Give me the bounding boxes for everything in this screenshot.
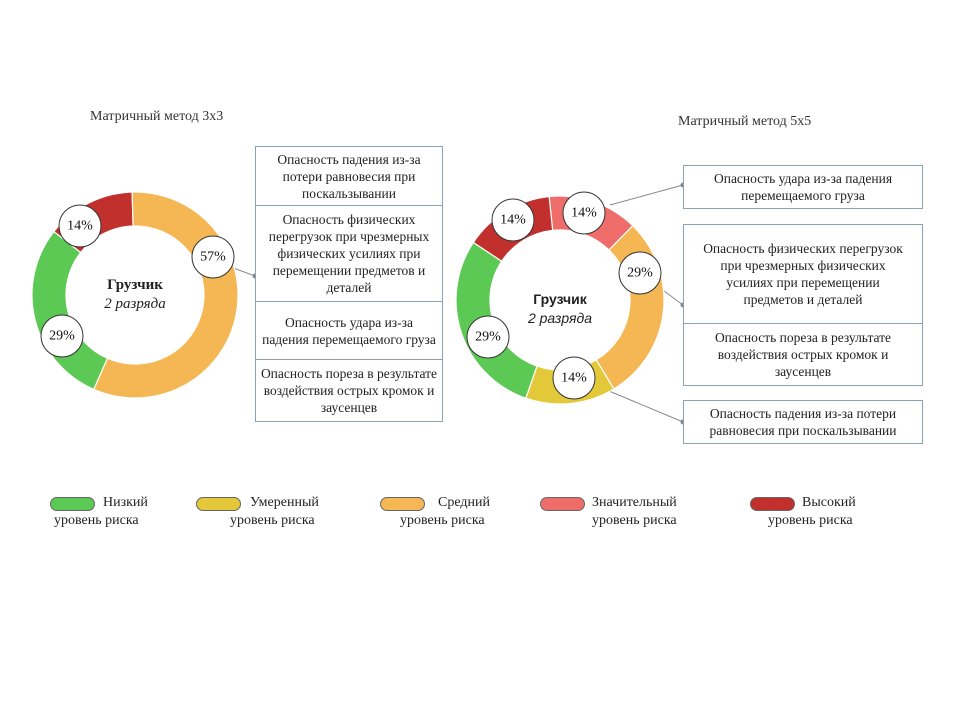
legend-item-moderate: Умеренный уровень риска xyxy=(196,495,366,535)
right-pct-low: 29% xyxy=(475,330,501,345)
left-pct-high: 14% xyxy=(67,219,93,234)
right-bubble-low xyxy=(466,315,510,359)
left-center-title: Грузчик xyxy=(107,277,163,293)
legend-item-high: Высокий уровень риска xyxy=(750,495,920,535)
legend-item-medium: Средний уровень риска xyxy=(380,495,550,535)
left-center-subtitle: 2 разряда xyxy=(104,296,166,312)
legend-label-moderate: Умеренный xyxy=(250,495,319,510)
left-hazard-4: Опасность пореза в результате воздействи… xyxy=(256,359,442,421)
left-bubble-low xyxy=(40,314,84,358)
left-center-label: Грузчик 2 разряда xyxy=(85,276,185,314)
legend-swatch-moderate xyxy=(196,497,241,511)
legend-item-low: Низкий уровень риска xyxy=(50,495,220,535)
left-chart-title: Матричный метод 3х3 xyxy=(90,109,224,124)
right-hazard-box-middle: Опасность физических перегрузок при чрез… xyxy=(683,224,923,386)
left-hazard-box: Опасность падения из-за потери равновеси… xyxy=(255,146,443,422)
right-hazard-middle-2: Опасность пореза в результате воздействи… xyxy=(684,323,922,385)
legend-item-significant: Значительный уровень риска xyxy=(540,495,710,535)
left-pct-medium: 57% xyxy=(200,250,226,265)
right-pct-significant: 14% xyxy=(571,206,597,221)
left-hazard-2: Опасность физических перегрузок при чрез… xyxy=(256,205,442,301)
legend-swatch-low xyxy=(50,497,95,511)
right-hazard-top: Опасность удара из-за падения перемещаем… xyxy=(713,171,893,203)
right-chart-title: Матричный метод 5х5 xyxy=(678,114,812,129)
legend-sublabel-medium: уровень риска xyxy=(400,513,485,528)
right-pct-medium: 29% xyxy=(627,266,653,281)
right-hazard-box-bottom: Опасность падения из-за потери равновеси… xyxy=(683,400,923,444)
legend-sublabel-high: уровень риска xyxy=(768,513,853,528)
legend-label-low: Низкий xyxy=(103,495,148,510)
legend-swatch-high xyxy=(750,497,795,511)
legend-label-significant: Значительный xyxy=(592,495,677,510)
right-center-title: Грузчик xyxy=(533,291,587,307)
left-hazard-1: Опасность падения из-за потери равновеси… xyxy=(277,151,421,201)
right-pct-moderate: 14% xyxy=(561,371,587,386)
right-center-label: Грузчик 2 разряда xyxy=(510,290,610,328)
left-bubble-high xyxy=(58,204,102,248)
right-bubble-moderate xyxy=(552,356,596,400)
right-connector-top xyxy=(609,184,684,206)
right-center-subtitle: 2 разряда xyxy=(527,310,593,326)
right-pct-high: 14% xyxy=(500,213,526,228)
left-pct-low: 29% xyxy=(49,329,75,344)
right-hazard-box-top: Опасность удара из-за падения перемещаем… xyxy=(683,165,923,209)
left-bubble-medium xyxy=(191,235,235,279)
legend-sublabel-significant: уровень риска xyxy=(592,513,677,528)
right-bubble-significant xyxy=(562,191,606,235)
right-bubble-medium xyxy=(618,251,662,295)
right-hazard-bottom: Опасность падения из-за потери равновеси… xyxy=(709,406,897,438)
legend-label-high: Высокий xyxy=(802,495,856,510)
legend-sublabel-moderate: уровень риска xyxy=(230,513,315,528)
legend-label-medium: Средний xyxy=(438,495,490,510)
right-bubble-high xyxy=(491,198,535,242)
legend-swatch-significant xyxy=(540,497,585,511)
legend-swatch-medium xyxy=(380,497,425,511)
left-hazard-3: Опасность удара из-за падения перемещаем… xyxy=(256,301,442,359)
right-hazard-middle-1: Опасность физических перегрузок при чрез… xyxy=(703,241,903,307)
legend-sublabel-low: уровень риска xyxy=(54,513,139,528)
